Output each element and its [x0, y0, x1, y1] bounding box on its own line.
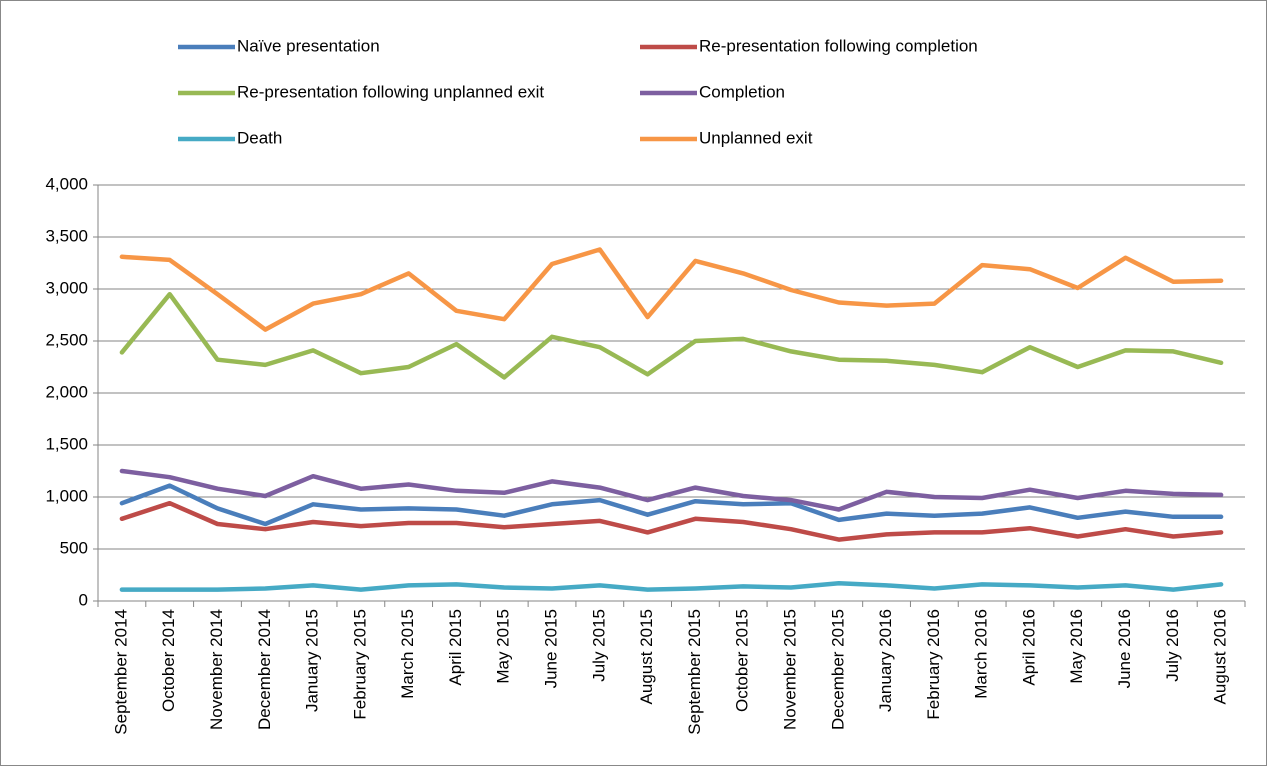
x-tick-label: February 2016 [924, 609, 943, 720]
y-tick-label: 1,000 [45, 486, 88, 505]
series-line [119, 483, 1224, 527]
x-tick-label: November 2015 [780, 609, 799, 730]
x-tick-label: April 2015 [446, 609, 465, 686]
x-tick-label: March 2016 [972, 609, 991, 699]
legend-label: Unplanned exit [699, 128, 813, 147]
y-tick-label: 2,500 [45, 330, 88, 349]
x-tick-label: February 2015 [350, 609, 369, 720]
legend-label: Naïve presentation [237, 36, 380, 55]
x-tick-label: January 2016 [876, 609, 895, 712]
series-line [119, 291, 1224, 380]
x-tick-label: July 2016 [1163, 609, 1182, 682]
series-line [119, 247, 1224, 332]
x-tick-label: May 2015 [494, 609, 513, 684]
x-tick-label: May 2016 [1067, 609, 1086, 684]
x-tick-label: December 2014 [255, 609, 274, 730]
legend-label: Completion [699, 82, 785, 101]
x-tick-label: June 2016 [1115, 609, 1134, 688]
legend-label: Re-presentation following unplanned exit [237, 82, 544, 101]
x-tick-label: October 2014 [159, 609, 178, 712]
series-line [119, 581, 1224, 592]
x-tick-label: April 2016 [1019, 609, 1038, 686]
series-line [119, 468, 1224, 512]
y-tick-label: 4,000 [45, 174, 88, 193]
x-tick-label: July 2015 [589, 609, 608, 682]
y-tick-label: 1,500 [45, 434, 88, 453]
x-tick-label: March 2015 [398, 609, 417, 699]
x-tick-label: October 2015 [733, 609, 752, 712]
x-tick-label: June 2015 [542, 609, 561, 688]
y-tick-label: 2,000 [45, 382, 88, 401]
x-tick-label: January 2015 [303, 609, 322, 712]
x-tick-label: August 2016 [1211, 609, 1230, 704]
y-tick-label: 0 [79, 590, 88, 609]
legend-label: Re-presentation following completion [699, 36, 978, 55]
series-line [119, 500, 1224, 542]
x-tick-label: September 2015 [685, 609, 704, 735]
x-tick-label: August 2015 [637, 609, 656, 704]
x-tick-label: November 2014 [207, 609, 226, 730]
legend-label: Death [237, 128, 282, 147]
x-tick-label: December 2015 [828, 609, 847, 730]
y-tick-label: 3,500 [45, 226, 88, 245]
y-tick-label: 3,000 [45, 278, 88, 297]
y-tick-label: 500 [60, 538, 88, 557]
x-tick-label: September 2014 [111, 609, 130, 735]
